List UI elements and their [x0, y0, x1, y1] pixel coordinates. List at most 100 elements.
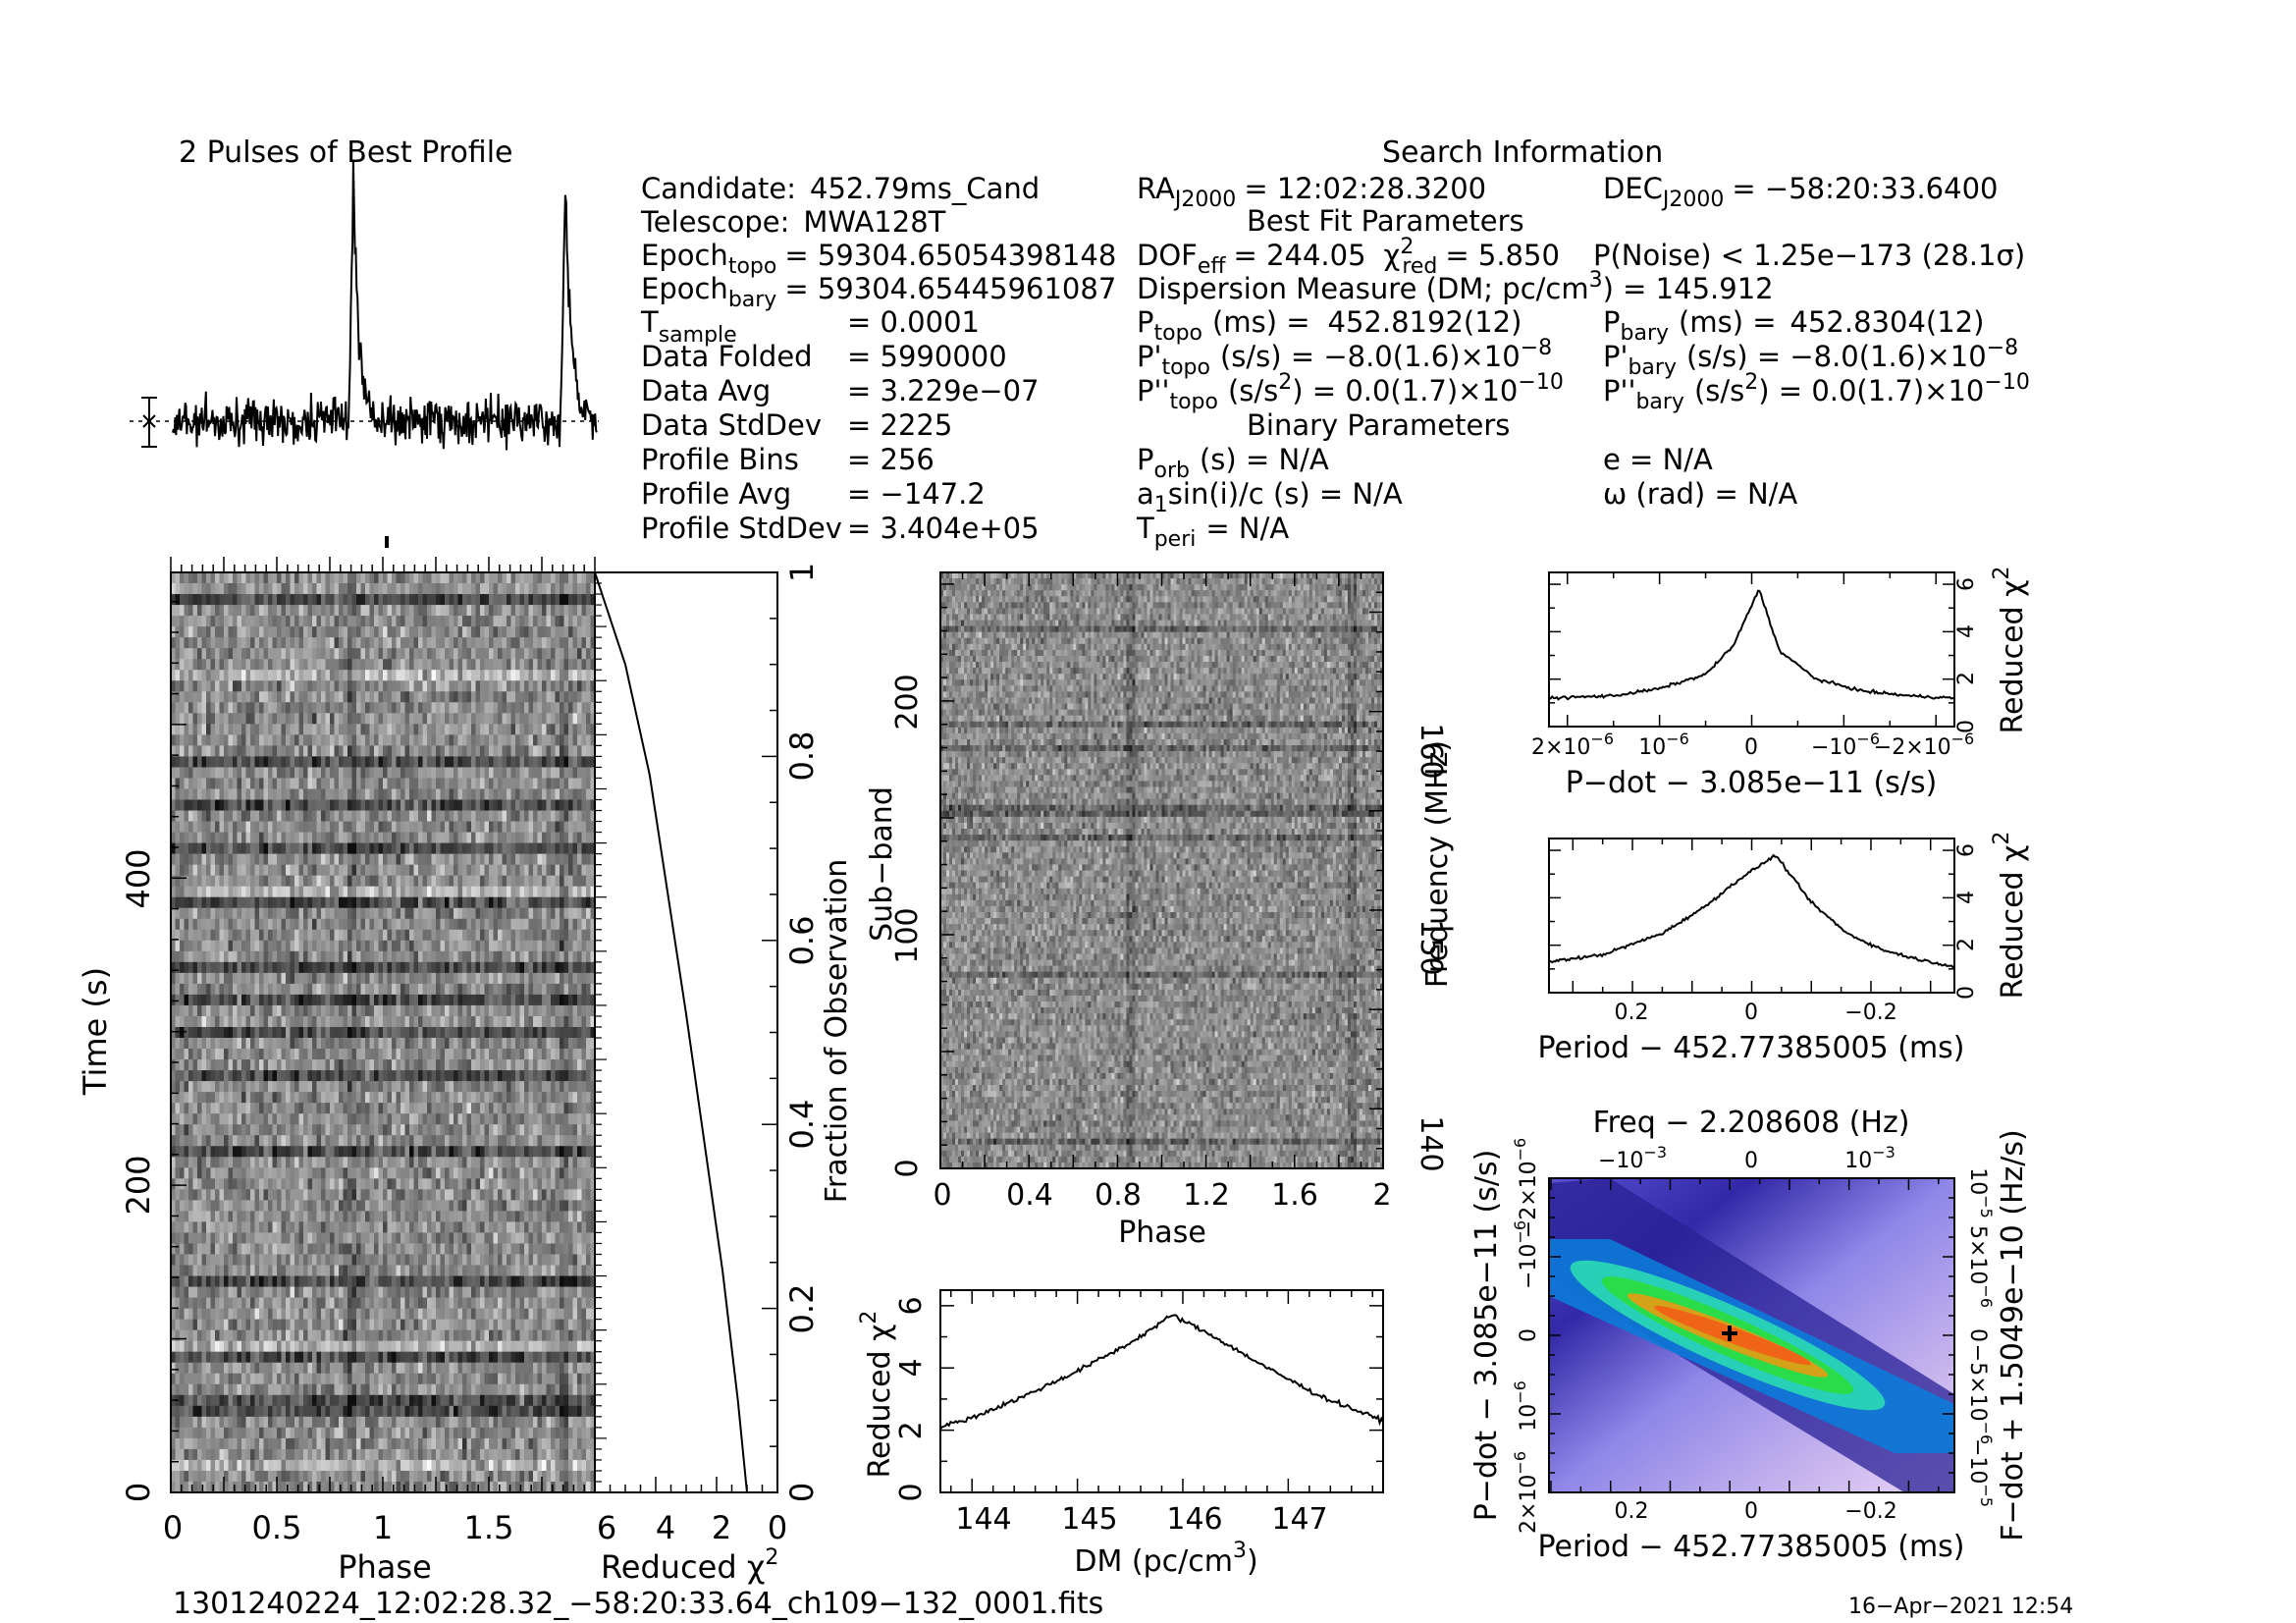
tp-cell	[400, 994, 405, 1006]
tp-cell	[210, 886, 216, 898]
tp-cell	[510, 1049, 516, 1060]
tp-cell	[524, 1070, 529, 1082]
tp-cell	[245, 680, 251, 692]
tp-cell	[392, 896, 397, 909]
tp-cell	[263, 702, 269, 714]
tp-cell	[560, 875, 564, 888]
tp-cell	[356, 896, 361, 909]
tp-cell	[343, 886, 348, 898]
tp-cell	[586, 1113, 591, 1125]
tp-cell	[290, 788, 295, 800]
tp-cell	[449, 1092, 454, 1104]
tp-cell	[334, 1038, 340, 1050]
tp-cell	[422, 1038, 428, 1050]
tp-cell	[316, 572, 322, 584]
tp-cell	[413, 799, 419, 812]
tp-cell	[192, 886, 198, 898]
tp-cell	[590, 767, 595, 779]
tp-cell	[551, 961, 556, 974]
info-epoch-topo: Epochtopo = 59304.65054398148	[641, 239, 1116, 279]
tp-cell	[577, 799, 582, 812]
tp-cell	[241, 1124, 246, 1136]
tp-cell	[281, 842, 287, 855]
tp-cell	[206, 929, 211, 942]
tp-cell	[542, 1070, 547, 1082]
tp-cell	[237, 1004, 242, 1017]
tp-cell	[533, 1026, 538, 1039]
tp-cell	[507, 1059, 511, 1071]
tp-cell	[316, 907, 322, 920]
tp-cell	[233, 572, 238, 584]
tp-cell	[175, 972, 181, 985]
tp-cell	[365, 583, 370, 595]
tp-cell	[422, 821, 428, 834]
tp-cell	[351, 1026, 357, 1039]
tp-cell	[400, 1113, 405, 1125]
tp-cell	[413, 572, 419, 584]
tp-cell	[542, 832, 547, 844]
tp-cell	[281, 810, 287, 823]
tp-cell	[365, 1124, 370, 1136]
tp-cell	[537, 637, 543, 649]
tp-cell	[563, 842, 569, 855]
tp-cell	[431, 810, 437, 823]
tp-cell	[321, 616, 326, 627]
tp-cell	[519, 918, 525, 931]
tp-cell	[228, 594, 234, 606]
tp-cell	[480, 961, 485, 974]
tp-cell	[400, 724, 405, 735]
tp-cell	[171, 1026, 176, 1039]
profile-errorbar	[141, 397, 157, 448]
tp-cell	[286, 1124, 291, 1136]
tp-cell	[192, 853, 198, 866]
tp-cell	[502, 810, 507, 823]
tp-cell	[400, 713, 405, 725]
tp-cell	[560, 605, 564, 617]
tp-cell	[404, 605, 410, 617]
tp-cell	[431, 648, 437, 660]
tp-cell	[351, 1092, 357, 1104]
tp-cell	[577, 929, 582, 942]
tp-cell	[457, 583, 463, 595]
tp-cell	[462, 842, 467, 855]
tp-cell	[206, 1124, 211, 1136]
tp-cell	[321, 799, 326, 812]
tp-cell	[259, 1059, 264, 1071]
tp-cell	[254, 788, 260, 800]
tp-cell	[188, 637, 193, 649]
tp-cell	[201, 799, 207, 812]
tp-cell	[507, 1081, 511, 1093]
tp-cell	[294, 896, 299, 909]
tp-cell	[510, 626, 516, 638]
tp-cell	[180, 616, 185, 627]
tp-cell	[489, 583, 494, 595]
tp-cell	[339, 842, 344, 855]
tp-cell	[542, 983, 547, 996]
tp-cell	[480, 691, 485, 703]
tp-cell	[241, 896, 246, 909]
tp-cell	[374, 637, 379, 649]
tp-cell	[387, 1092, 393, 1104]
tp-cell	[171, 788, 176, 800]
tp-cell	[445, 734, 450, 746]
tp-cell	[392, 680, 397, 692]
tp-cell	[175, 1103, 181, 1114]
tp-cell	[462, 983, 467, 996]
tp-cell	[369, 648, 375, 660]
tp-cell	[374, 572, 379, 584]
tp-cell	[263, 767, 269, 779]
tp-cell	[572, 659, 578, 671]
tp-cell	[241, 713, 246, 725]
tp-cell	[519, 648, 525, 660]
tp-cell	[546, 799, 552, 812]
tp-cell	[502, 896, 507, 909]
tp-cell	[316, 961, 322, 974]
tp-cell	[555, 680, 561, 692]
tp-cell	[431, 702, 437, 714]
tp-cell	[409, 670, 414, 681]
tp-cell	[387, 1070, 393, 1082]
tp-cell	[498, 734, 503, 746]
tp-cell	[254, 929, 260, 942]
tp-cell	[404, 756, 410, 768]
tp-cell	[422, 918, 428, 931]
